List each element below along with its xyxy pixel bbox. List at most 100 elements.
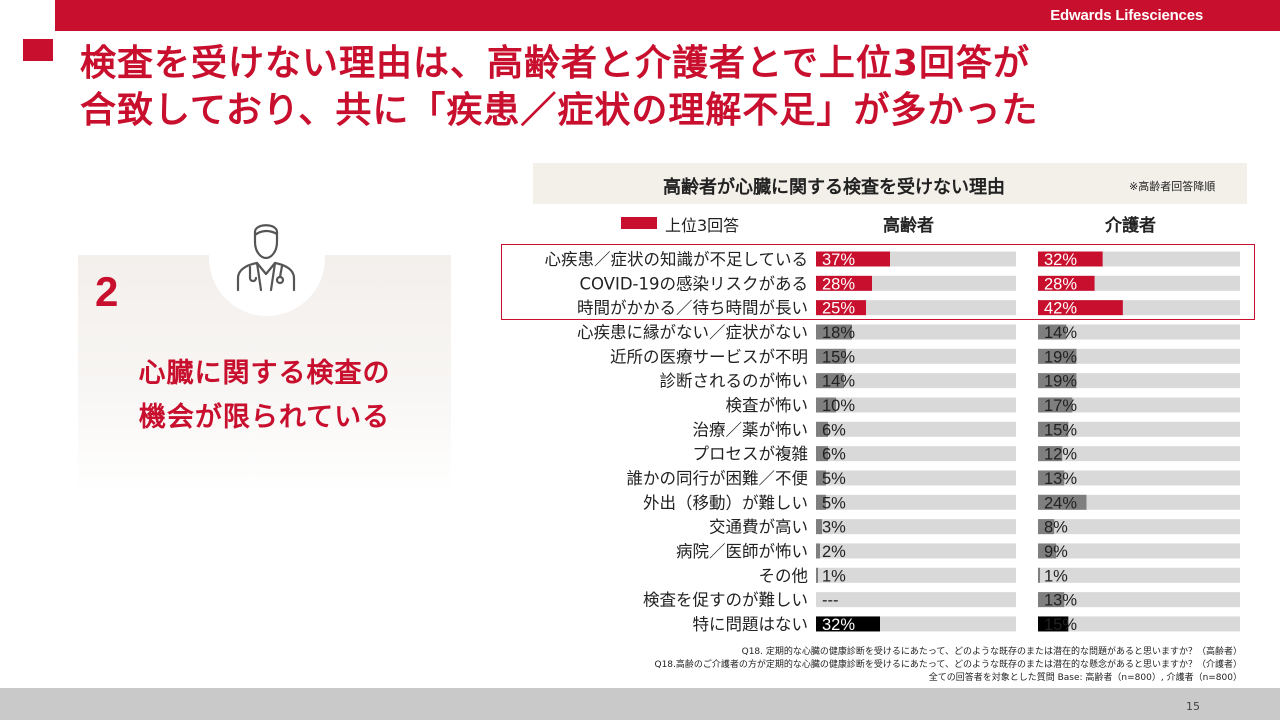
bar-track bbox=[1038, 470, 1240, 486]
footnote-line3: 全ての回答者を対象とした質問 Base: 高齢者（n=800）, 介護者（n=8… bbox=[928, 673, 1242, 683]
row-label: 交通費が高い bbox=[709, 518, 808, 537]
data-label: 19% bbox=[1044, 373, 1077, 391]
bar bbox=[1038, 616, 1069, 632]
bar bbox=[1038, 519, 1055, 535]
chart-note: ※高齢者回答降順 bbox=[1129, 180, 1216, 193]
data-label: 1% bbox=[822, 567, 846, 585]
footer-bar bbox=[0, 688, 1280, 720]
bar bbox=[816, 446, 828, 462]
bar-track bbox=[816, 397, 1016, 413]
bar-track bbox=[1038, 616, 1240, 632]
card-heading-line2: 機会が限られている bbox=[138, 402, 391, 433]
bar-track bbox=[816, 421, 1016, 437]
data-label: 9% bbox=[1044, 543, 1068, 561]
row-label: 病院／医師が怖い bbox=[676, 542, 808, 561]
column-header-caregiver: 介護者 bbox=[1105, 216, 1156, 236]
bar-track bbox=[816, 519, 1016, 535]
bar bbox=[1038, 397, 1073, 413]
bar-track bbox=[1038, 397, 1240, 413]
data-label: 5% bbox=[822, 494, 846, 512]
row-label: 近所の医療サービスが不明 bbox=[610, 347, 808, 366]
bar-track bbox=[816, 348, 1016, 364]
bar-track bbox=[816, 324, 1016, 340]
bar bbox=[1038, 373, 1077, 389]
page-title-line2: 合致しており、共に「疾患／症状の理解不足」が多かった bbox=[80, 90, 1039, 131]
data-label: 14% bbox=[822, 373, 855, 391]
chart-title: 高齢者が心臓に関する検査を受けない理由 bbox=[663, 177, 1005, 198]
data-label: 32% bbox=[822, 616, 855, 634]
data-label: 37% bbox=[822, 251, 855, 269]
bar bbox=[1038, 251, 1103, 267]
footnotes: Q18. 定期的な心臓の健康診断を受けるにあたって、どのような既存のまたは潜在的… bbox=[654, 646, 1242, 685]
bar-track bbox=[816, 373, 1016, 389]
bar bbox=[816, 421, 828, 437]
bar bbox=[1038, 567, 1041, 583]
footnote-line1: Q18. 定期的な心臓の健康診断を受けるにあたって、どのような既存のまたは潜在的… bbox=[741, 647, 1242, 657]
title-marker bbox=[23, 39, 53, 61]
data-label: 17% bbox=[1044, 397, 1077, 415]
data-label: 14% bbox=[1044, 324, 1077, 342]
data-label: 42% bbox=[1044, 300, 1077, 318]
bar bbox=[1038, 592, 1065, 608]
header-bar: Edwards Lifesciences bbox=[55, 0, 1280, 31]
data-label: 13% bbox=[1044, 470, 1077, 488]
data-label: 6% bbox=[822, 446, 846, 464]
bar-track bbox=[816, 470, 1016, 486]
bar-track bbox=[816, 567, 1016, 583]
data-label: 10% bbox=[822, 397, 855, 415]
card-number: 2 bbox=[95, 268, 119, 315]
card-heading: 心臓に関する検査の 機会が限られている bbox=[78, 352, 451, 440]
data-label: 24% bbox=[1044, 494, 1077, 512]
bar-track bbox=[1038, 494, 1240, 510]
bar bbox=[1038, 275, 1095, 291]
bar bbox=[816, 616, 880, 632]
data-label: 2% bbox=[822, 543, 846, 561]
data-label: 15% bbox=[822, 348, 855, 366]
data-label: 15% bbox=[1044, 616, 1077, 634]
row-label: 外出（移動）が難しい bbox=[643, 493, 808, 512]
bar-track bbox=[816, 446, 1016, 462]
legend-label: 上位3回答 bbox=[665, 216, 740, 235]
bar-track bbox=[816, 592, 1016, 608]
bar bbox=[1038, 543, 1057, 559]
data-label: 28% bbox=[822, 275, 855, 293]
row-label: その他 bbox=[759, 566, 809, 585]
data-label: 25% bbox=[822, 300, 855, 318]
row-label: 誰かの同行が困難／不便 bbox=[627, 469, 809, 488]
bar bbox=[816, 251, 890, 267]
row-label: プロセスが複雑 bbox=[693, 445, 809, 464]
bar bbox=[1038, 421, 1069, 437]
bar bbox=[816, 373, 844, 389]
row-label: 心疾患／症状の知識が不足している bbox=[544, 250, 808, 269]
bar bbox=[816, 324, 852, 340]
page-number: 15 bbox=[1186, 700, 1200, 713]
data-label: 13% bbox=[1044, 592, 1077, 610]
bar bbox=[816, 397, 836, 413]
row-label: 検査が怖い bbox=[726, 396, 809, 415]
bar bbox=[816, 519, 822, 535]
data-label: 6% bbox=[822, 421, 846, 439]
bar-track bbox=[816, 494, 1016, 510]
bar-track bbox=[1038, 567, 1240, 583]
doctor-icon bbox=[236, 224, 296, 292]
row-label: 治療／薬が怖い bbox=[693, 420, 809, 439]
data-label: 1% bbox=[1044, 567, 1068, 585]
bar-track bbox=[1038, 373, 1240, 389]
bar bbox=[1038, 494, 1087, 510]
footnote-line2: Q18.高齢のご介護者の方が定期的な心臓の健康診断を受けるにあたって、どのような… bbox=[654, 660, 1242, 670]
row-label: COVID-19の感染リスクがある bbox=[579, 274, 808, 293]
page-title: 検査を受けない理由は、高齢者と介護者とで上位3回答が 合致しており、共に「疾患／… bbox=[80, 40, 1230, 134]
bar-track bbox=[1038, 592, 1240, 608]
row-label: 時間がかかる／待ち時間が長い bbox=[577, 299, 808, 318]
bar-track bbox=[1038, 324, 1240, 340]
bar bbox=[1038, 348, 1077, 364]
data-label: 15% bbox=[1044, 421, 1077, 439]
row-label: 特に問題はない bbox=[693, 615, 809, 634]
data-label: 18% bbox=[822, 324, 855, 342]
data-label: 32% bbox=[1044, 251, 1077, 269]
bar bbox=[816, 275, 872, 291]
row-label: 診断されるのが怖い bbox=[660, 372, 809, 391]
bar-track bbox=[816, 543, 1016, 559]
top3-highlight-box bbox=[501, 244, 1255, 320]
